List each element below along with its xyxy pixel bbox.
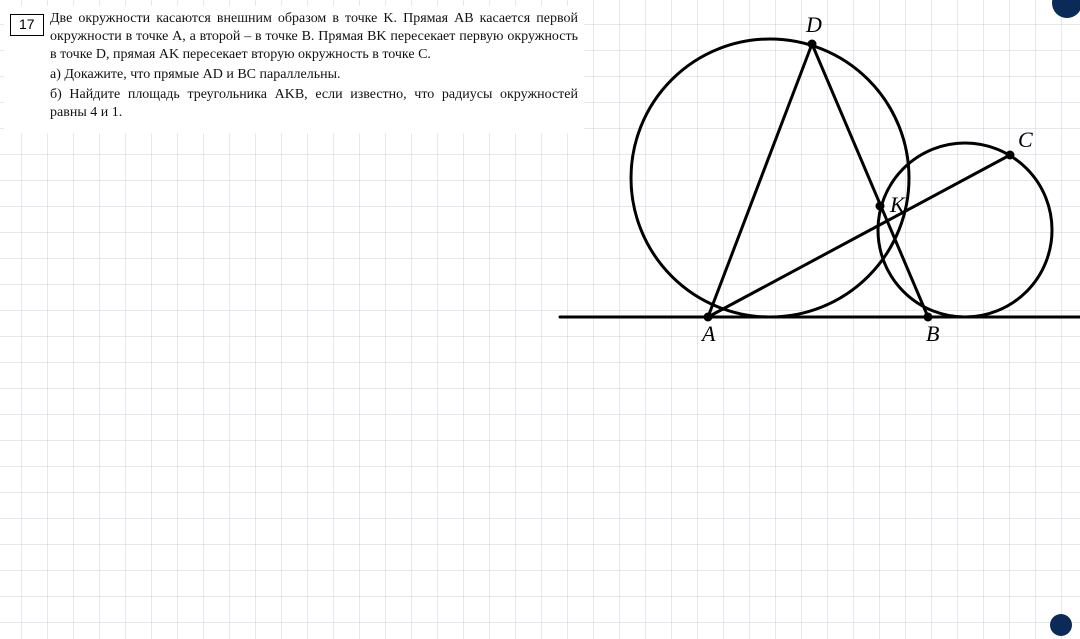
point-label-A: A: [700, 321, 716, 346]
point-label-D: D: [805, 12, 822, 37]
point-label-C: C: [1018, 127, 1033, 152]
point-label-B: B: [926, 321, 939, 346]
page: 17 Две окружности касаются внешним образ…: [0, 0, 1080, 639]
geometry-figure: A B K D C: [0, 0, 1080, 639]
point-label-K: K: [889, 192, 906, 217]
corner-dot-1: [1050, 614, 1072, 636]
